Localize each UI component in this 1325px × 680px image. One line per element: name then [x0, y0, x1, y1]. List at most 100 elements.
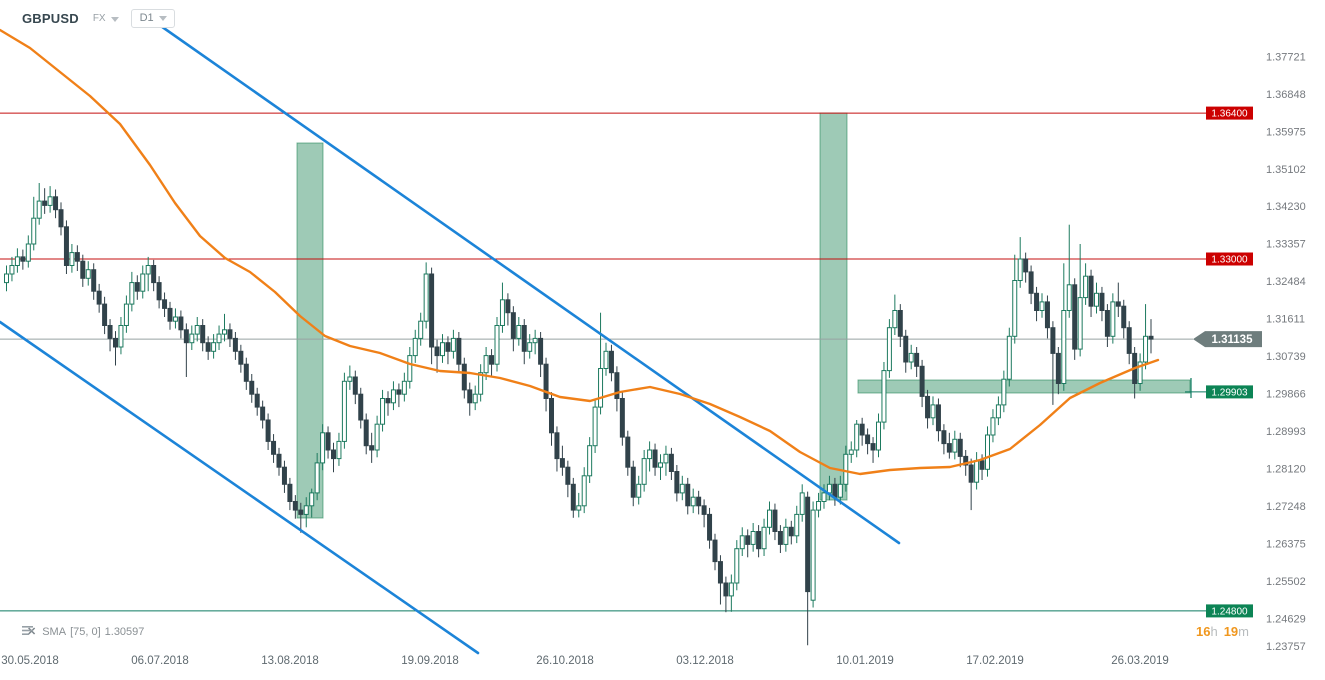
- x-axis-tick: 26.10.2018: [536, 655, 594, 667]
- candle-bullish: [603, 342, 609, 376]
- y-axis-tick: 1.25502: [1266, 576, 1306, 588]
- candle-bearish: [287, 477, 293, 511]
- price-level-tag[interactable]: 1.33000: [1206, 252, 1253, 266]
- y-axis-tick: 1.28120: [1266, 464, 1306, 476]
- candle-bearish: [1044, 295, 1050, 339]
- price-level-tag[interactable]: 1.29903: [1206, 385, 1253, 399]
- trendline[interactable]: [146, 15, 901, 545]
- candle-bullish: [1001, 370, 1007, 413]
- candle-bullish: [837, 475, 843, 505]
- y-axis-tick: 1.36848: [1266, 89, 1306, 101]
- x-axis-tick: 10.01.2019: [836, 655, 894, 667]
- indicator-remove-icon[interactable]: ✕: [27, 626, 37, 638]
- price-level-tag[interactable]: 1.36400: [1206, 106, 1253, 120]
- candle-bullish: [1137, 353, 1143, 391]
- candle-bullish: [821, 484, 827, 509]
- indicator-params: [75, 0]: [70, 625, 101, 638]
- candle-bearish: [756, 525, 762, 558]
- candle-bearish: [745, 529, 751, 558]
- candle-bearish: [935, 398, 941, 442]
- candle-bearish: [696, 490, 702, 515]
- candle-bullish: [1061, 263, 1067, 391]
- candle-bullish: [31, 196, 37, 251]
- candle-bearish: [505, 293, 511, 326]
- market-dropdown[interactable]: FX: [93, 13, 119, 24]
- candle-bullish: [581, 467, 587, 514]
- candle-bullish: [532, 329, 538, 355]
- candle-bearish: [510, 306, 516, 352]
- candle-bullish: [1094, 282, 1099, 314]
- candle-bullish: [663, 445, 669, 476]
- x-axis-tick: 26.03.2019: [1111, 655, 1169, 667]
- candle-bearish: [461, 357, 467, 399]
- candle-bullish: [36, 183, 42, 225]
- y-axis-tick: 1.31611: [1266, 314, 1305, 326]
- candle-bullish: [1083, 263, 1089, 305]
- y-axis-tick: 1.35102: [1266, 164, 1306, 176]
- y-axis-tick: 1.29866: [1266, 389, 1306, 401]
- candle-bearish: [685, 477, 691, 515]
- trendlines[interactable]: [0, 15, 901, 655]
- highlight-zones[interactable]: [296, 112, 1192, 519]
- candle-bearish: [619, 392, 625, 446]
- candle-bullish: [995, 396, 1001, 426]
- candle-bullish: [647, 441, 653, 472]
- trendline[interactable]: [0, 320, 480, 655]
- candle-bearish: [156, 276, 162, 309]
- candle-bearish: [549, 392, 554, 446]
- y-axis-tick: 1.28993: [1266, 426, 1306, 438]
- candle-bullish: [380, 389, 386, 432]
- timeframe-dropdown[interactable]: D1: [130, 9, 175, 28]
- candle-bullish: [876, 413, 881, 458]
- price-level-tag[interactable]: 1.24800: [1206, 604, 1253, 618]
- x-axis-tick: 06.07.2018: [131, 655, 189, 667]
- y-axis-tick: 1.37721: [1266, 51, 1306, 63]
- candle-bearish: [243, 357, 249, 390]
- candle-bullish: [739, 527, 745, 556]
- candle-bullish: [47, 186, 53, 213]
- candle-bearish: [788, 520, 794, 545]
- svg-text:1.36400: 1.36400: [1211, 109, 1248, 120]
- candle-bearish: [946, 432, 952, 459]
- candle-bullish: [690, 488, 696, 514]
- candle-bullish: [407, 347, 413, 389]
- x-axis-tick: 19.09.2018: [401, 655, 459, 667]
- candle-bearish: [608, 344, 614, 382]
- candle-bearish: [74, 245, 80, 271]
- price-level-lines[interactable]: [0, 112, 1206, 612]
- candle-bearish: [717, 555, 723, 605]
- candle-bullish: [527, 334, 533, 359]
- candle-bullish: [848, 441, 854, 463]
- candle-bearish: [903, 329, 909, 373]
- highlight-zone[interactable]: [857, 379, 1191, 394]
- candle-bullish: [1066, 224, 1072, 318]
- candle-bullish: [423, 262, 429, 329]
- highlight-zone[interactable]: [819, 112, 848, 501]
- candle-bullish: [412, 329, 418, 363]
- candle-bullish: [990, 409, 996, 443]
- sma-line[interactable]: [0, 28, 1160, 476]
- candle-bullish: [985, 426, 990, 477]
- candle-bullish: [767, 501, 772, 535]
- candle-bearish: [1050, 321, 1056, 405]
- candle-bearish: [1099, 286, 1105, 322]
- candle-bearish: [870, 437, 876, 463]
- candle-bullish: [472, 385, 478, 411]
- candle-bullish: [734, 540, 740, 591]
- countdown-minutes: 19: [1223, 624, 1239, 639]
- candle-bearish: [625, 430, 631, 476]
- candle-bearish: [232, 332, 238, 360]
- candle-bullish: [309, 488, 315, 518]
- current-price-tag[interactable]: 1.31135: [1193, 331, 1262, 348]
- sma-overlay[interactable]: [0, 28, 1160, 476]
- candle-bullish: [478, 364, 484, 402]
- candle-bullish: [211, 334, 217, 359]
- candle-bearish: [292, 495, 298, 519]
- candle-bearish: [467, 382, 473, 416]
- candle-bullish: [9, 256, 15, 282]
- candle-bullish: [750, 523, 756, 552]
- candle-bullish: [172, 308, 178, 329]
- candle-bearish: [897, 304, 903, 347]
- candle-bearish: [701, 499, 707, 528]
